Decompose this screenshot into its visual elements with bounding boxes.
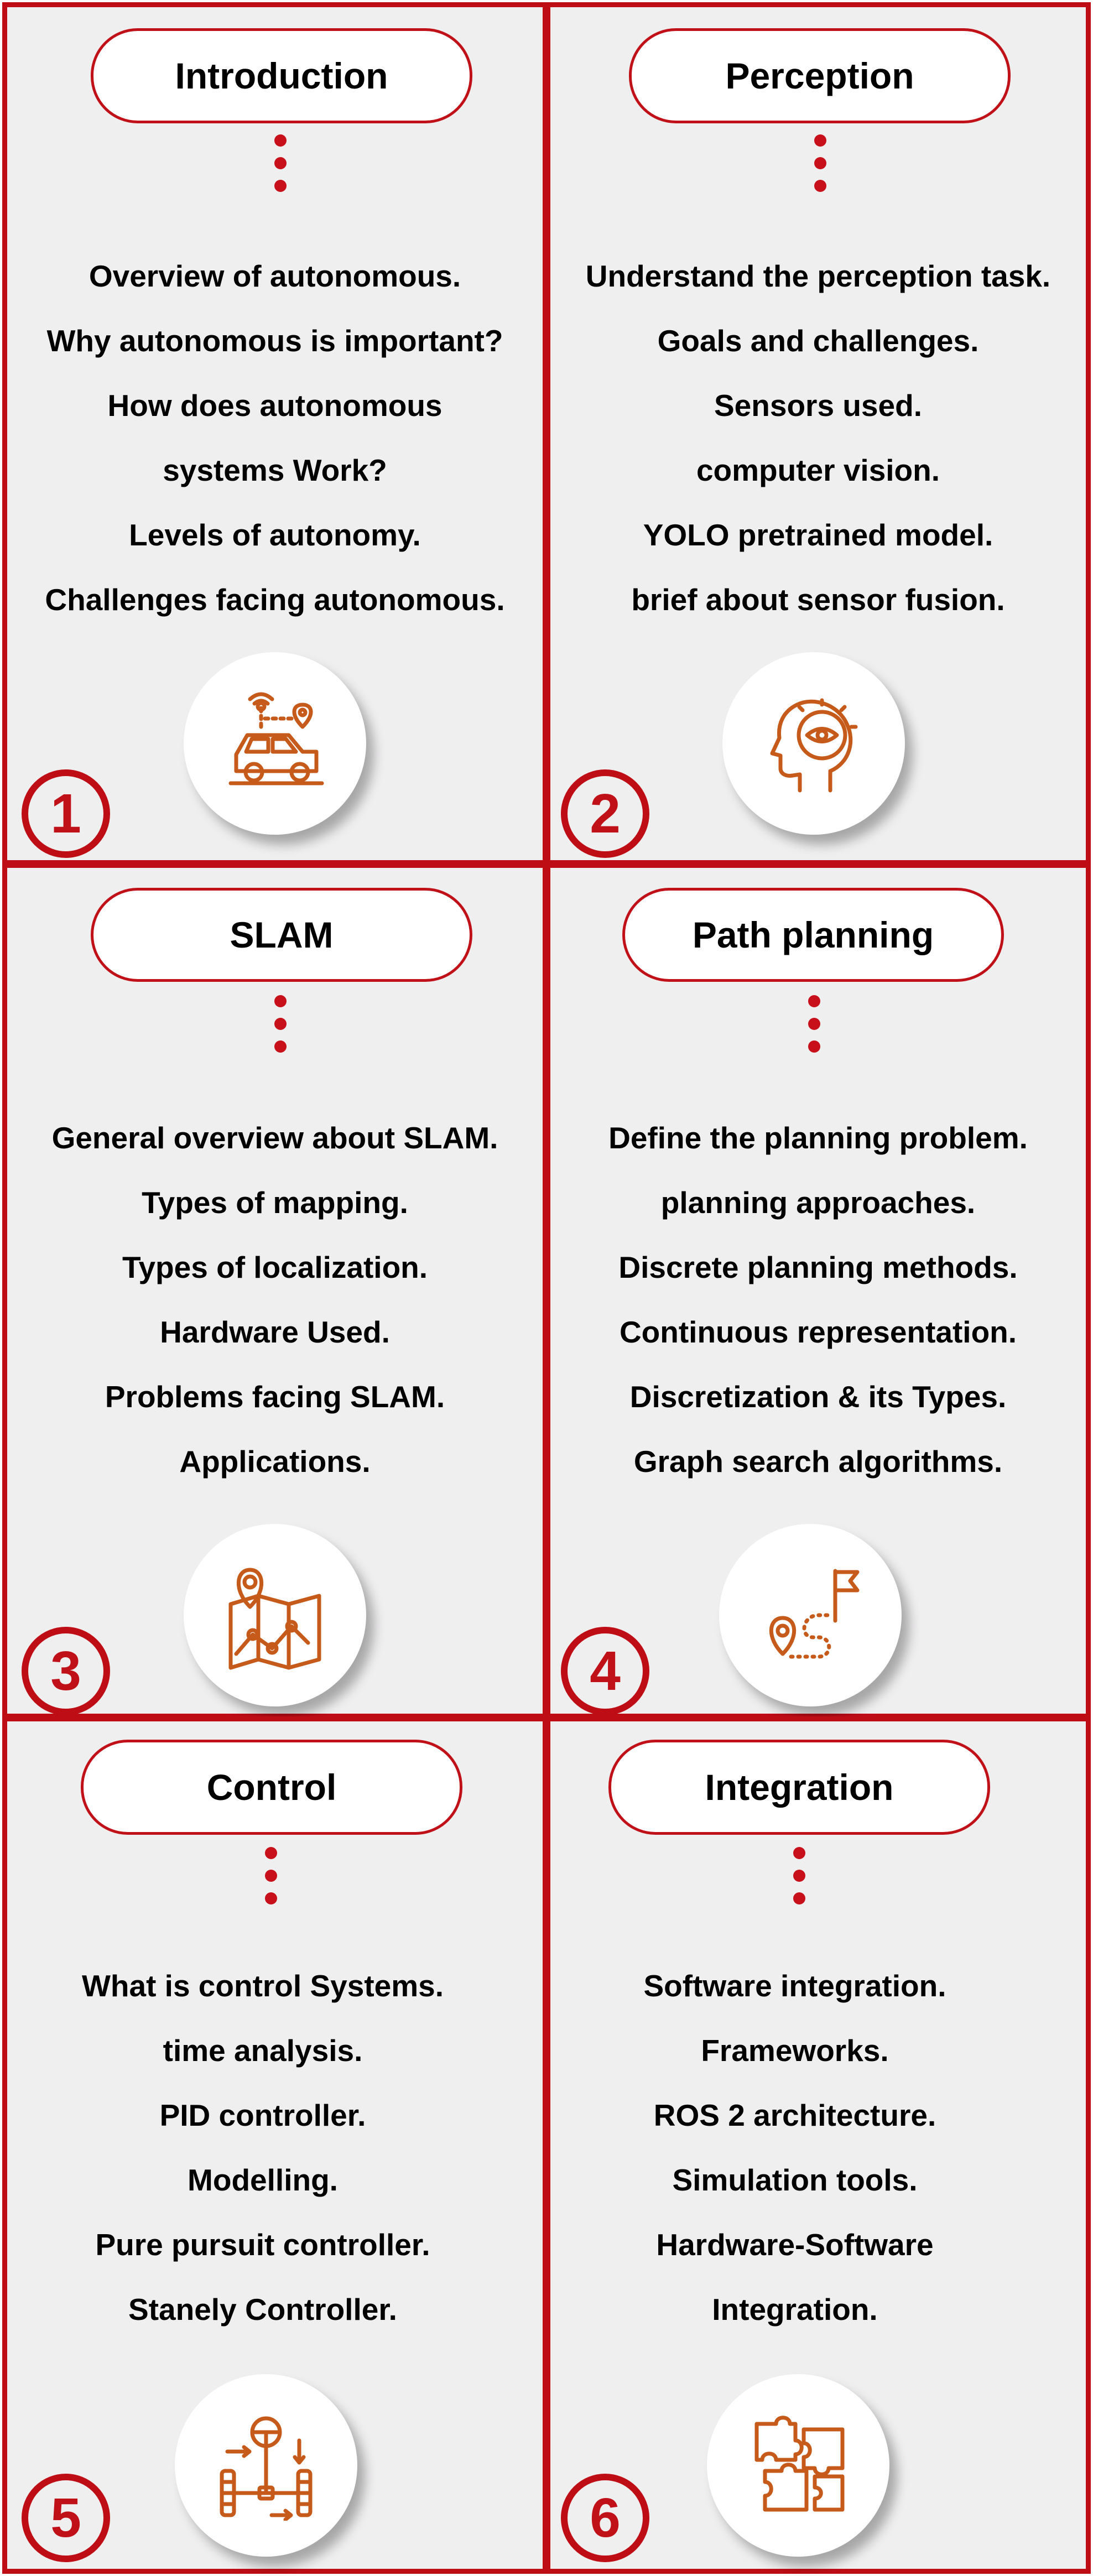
section-number: 1 [22,769,110,858]
connector-dots [808,995,820,1063]
list-item: Hardware Used. [160,1315,390,1349]
list-item: Goals and challenges. [657,324,979,358]
list-item: Why autonomous is important? [46,324,503,358]
list-item: Continuous representation. [619,1315,1017,1349]
item-list: What is control Systems. time analysis. … [0,1954,530,2342]
section-number: 4 [561,1627,649,1715]
list-item: systems Work? [163,453,387,487]
list-item: Graph search algorithms. [633,1444,1003,1479]
connector-dots [265,1847,277,1915]
list-item: Integration. [712,2292,878,2327]
icon-circle [184,652,366,835]
section-title: SLAM [91,888,472,982]
icon-circle [722,652,905,835]
item-list: General overview about SLAM. Types of ma… [7,1106,543,1494]
head-eye-icon [770,698,858,793]
route-flag-icon [769,1569,860,1659]
map-pin-icon [228,1568,321,1670]
section-slam: SLAM General overview about SLAM. Types … [2,863,548,1719]
list-item: ROS 2 architecture. [653,2098,936,2132]
list-item: Stanely Controller. [128,2292,397,2327]
section-control: Control What is control Systems. time an… [2,1716,548,2574]
list-item: Types of localization. [122,1250,428,1284]
icon-circle [184,1524,366,1706]
section-title: Perception [629,28,1011,123]
connector-dots [793,1847,805,1915]
list-item: What is control Systems. [81,1969,444,2003]
icon-circle [707,2374,889,2557]
list-item: Sensors used. [714,388,922,423]
list-item: computer vision. [696,453,940,487]
connected-car-icon [228,692,324,785]
icon-circle [719,1524,902,1706]
connector-dots [274,134,287,202]
item-list: Overview of autonomous. Why autonomous i… [7,244,543,632]
section-integration: Integration Software integration. Framew… [545,1716,1091,2574]
list-item: Understand the perception task. [585,259,1051,293]
section-number: 6 [561,2474,649,2562]
item-list: Understand the perception task. Goals an… [550,244,1086,632]
list-item: General overview about SLAM. [51,1121,498,1155]
icon-circle [175,2374,357,2557]
section-perception: Perception Understand the perception tas… [545,2,1091,865]
list-item: Simulation tools. [672,2163,918,2197]
section-number: 2 [561,769,649,858]
list-item: PID controller. [159,2098,366,2132]
section-number: 5 [22,2474,110,2562]
list-item: Problems facing SLAM. [105,1380,445,1414]
list-item: Hardware-Software [656,2228,934,2262]
section-title: Control [81,1740,462,1835]
connector-dots [274,995,287,1063]
section-number: 3 [22,1627,110,1715]
puzzle-icon [754,2416,845,2512]
list-item: Overview of autonomous. [89,259,461,293]
section-title: Path planning [622,888,1004,982]
connector-dots [814,134,826,202]
list-item: Discretization & its Types. [629,1380,1007,1414]
list-item: Frameworks. [701,2033,889,2068]
section-path-planning: Path planning Define the planning proble… [545,863,1091,1719]
list-item: Challenges facing autonomous. [45,582,505,617]
list-item: How does autonomous [107,388,443,423]
list-item: planning approaches. [660,1185,976,1220]
list-item: Types of mapping. [142,1185,408,1220]
list-item: Modelling. [188,2163,338,2197]
list-item: Levels of autonomy. [129,518,421,552]
section-title: Integration [608,1740,990,1835]
list-item: time analysis. [163,2033,363,2068]
item-list: Software integration. Frameworks. ROS 2 … [527,1954,1063,2342]
list-item: Discrete planning methods. [618,1250,1018,1284]
list-item: YOLO pretrained model. [643,518,993,552]
section-title: Introduction [91,28,472,123]
list-item: Define the planning problem. [608,1121,1028,1155]
item-list: Define the planning problem. planning ap… [550,1106,1086,1494]
steering-axle-icon [220,2416,313,2521]
list-item: Pure pursuit controller. [95,2228,430,2262]
list-item: brief about sensor fusion. [631,582,1005,617]
list-item: Software integration. [643,1969,946,2003]
list-item: Applications. [179,1444,371,1479]
section-introduction: Introduction Overview of autonomous. Why… [2,2,548,865]
